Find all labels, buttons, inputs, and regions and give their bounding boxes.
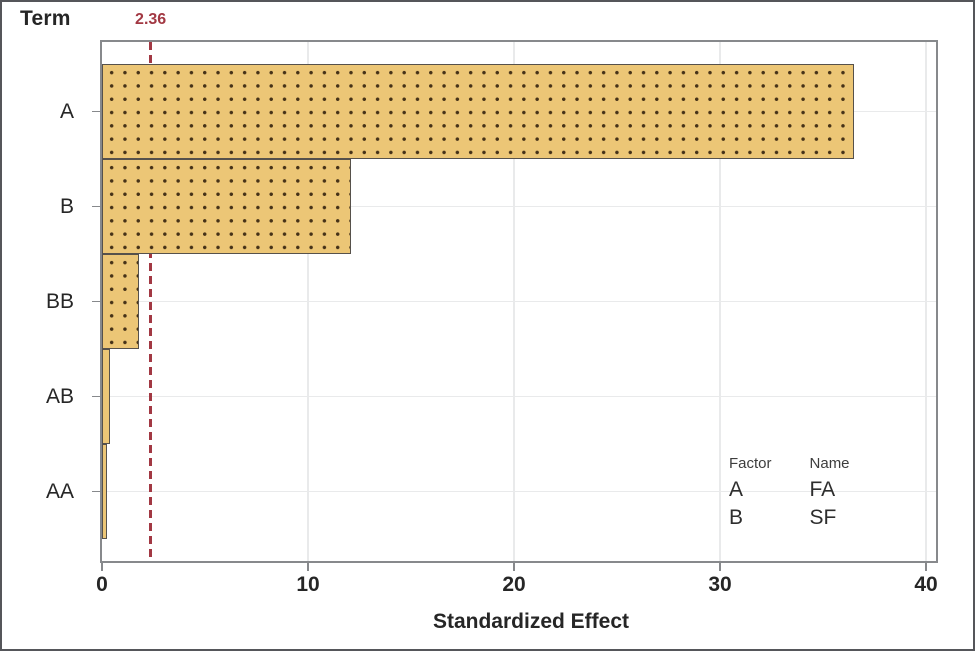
y-axis-tick-BB — [92, 300, 100, 303]
significance-reference-line — [149, 42, 152, 561]
y-axis-tick-AB — [92, 395, 100, 398]
gridline-horizontal-AA — [102, 490, 936, 493]
x-axis-tick-30 — [719, 563, 721, 571]
bar-AB — [102, 349, 111, 444]
reference-line-value-label: 2.36 — [135, 11, 167, 28]
gridline-horizontal-AB — [102, 395, 936, 398]
gridline-horizontal-BB — [102, 300, 936, 303]
legend-factor-names: Factor Name A FA B SF — [729, 455, 850, 534]
legend-header-factor: Factor — [729, 455, 772, 472]
x-axis-tick-label-0: 0 — [96, 573, 108, 596]
bar-BB — [102, 254, 140, 349]
legend-name-fa: FA — [809, 478, 836, 501]
plot-area — [100, 40, 938, 563]
x-axis-tick-label-30: 30 — [708, 573, 732, 596]
x-axis-tick-0 — [101, 563, 103, 571]
bar-AA — [102, 444, 107, 539]
y-axis-label-AB: AB — [45, 384, 74, 408]
y-axis-tick-B — [92, 205, 100, 208]
y-axis-tick-AA — [92, 490, 100, 493]
x-axis-tick-20 — [513, 563, 515, 571]
y-axis-label-AA: AA — [45, 479, 74, 503]
legend-name-sf: SF — [809, 506, 837, 529]
y-axis-label-BB: BB — [45, 289, 74, 313]
y-axis-label-B: B — [59, 194, 74, 218]
bar-B — [102, 159, 352, 254]
bar-A — [102, 64, 854, 159]
y-axis-label-A: A — [59, 99, 74, 123]
x-axis-tick-label-20: 20 — [502, 573, 526, 596]
x-axis-title: Standardized Effect — [432, 610, 630, 633]
y-axis-tick-A — [92, 110, 100, 113]
legend-header-name: Name — [809, 455, 850, 472]
gridline-horizontal-B — [102, 205, 936, 208]
legend-factor-a: A — [729, 478, 744, 501]
x-axis-tick-label-40: 40 — [914, 573, 938, 596]
x-axis-tick-label-10: 10 — [296, 573, 320, 596]
x-axis-tick-40 — [925, 563, 927, 571]
y-axis-title: Term — [20, 7, 71, 30]
x-axis-tick-10 — [307, 563, 309, 571]
legend-factor-b: B — [729, 506, 744, 529]
